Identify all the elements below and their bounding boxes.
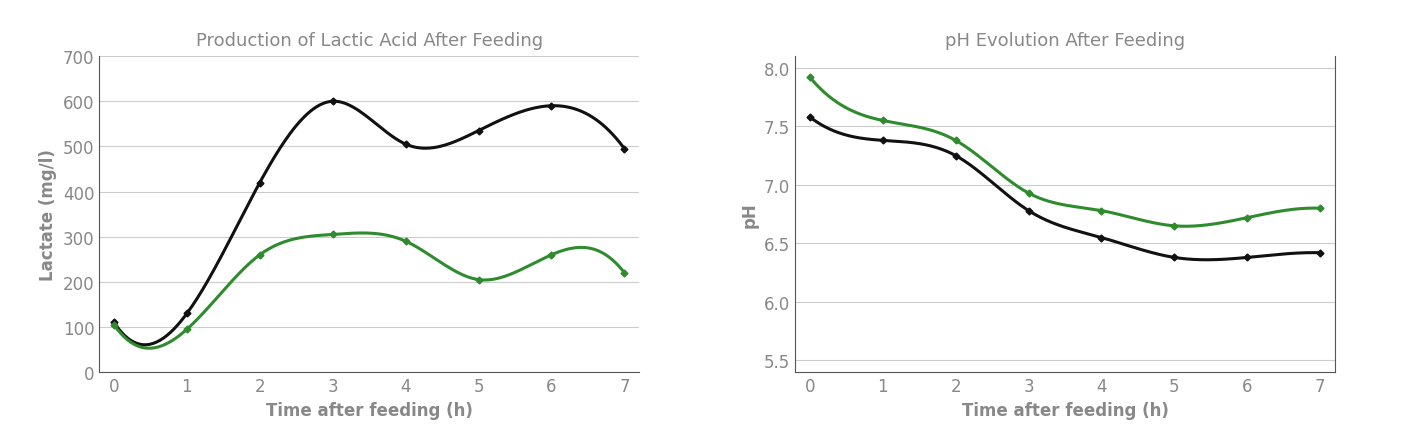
Y-axis label: Lactate (mg/l): Lactate (mg/l)	[40, 149, 57, 280]
Title: pH Evolution After Feeding: pH Evolution After Feeding	[944, 32, 1186, 50]
X-axis label: Time after feeding (h): Time after feeding (h)	[961, 401, 1169, 419]
Title: Production of Lactic Acid After Feeding: Production of Lactic Acid After Feeding	[196, 32, 542, 50]
X-axis label: Time after feeding (h): Time after feeding (h)	[266, 401, 473, 419]
Y-axis label: pH: pH	[741, 202, 758, 227]
